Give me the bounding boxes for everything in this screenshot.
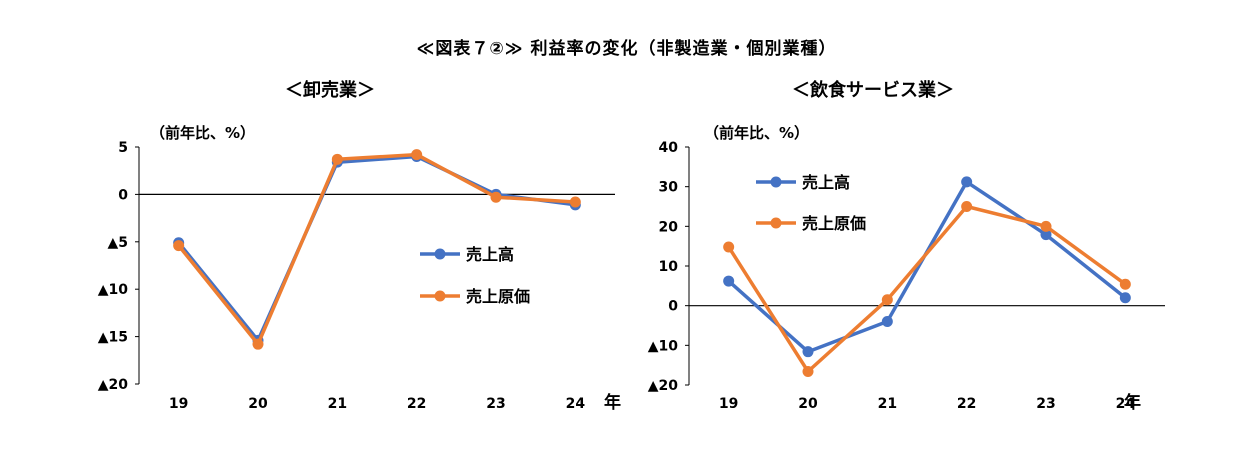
data-point-series-1 (723, 275, 735, 287)
y-tick-label: ▲20 (648, 378, 679, 394)
data-point-series-2 (490, 191, 502, 203)
y-tick-label: ▲10 (648, 338, 679, 354)
data-point-series-2 (252, 338, 264, 350)
data-point-series-2 (569, 196, 581, 208)
x-tick-label: 23 (1036, 396, 1055, 412)
data-point-series-2 (961, 201, 973, 212)
data-point-series-2 (881, 294, 893, 306)
x-tick-label: 20 (798, 396, 818, 412)
data-point-series-1 (802, 346, 814, 358)
legend-label-2: 売上原価 (802, 214, 866, 233)
y-tick-label: 0 (668, 299, 678, 315)
data-point-series-1 (961, 176, 973, 188)
series-line-1 (177, 154, 576, 343)
x-unit-label: 年 (1124, 392, 1141, 413)
data-point-series-1 (1040, 229, 1052, 241)
y-tick-label: 5 (118, 140, 128, 156)
data-point-series-1 (881, 316, 893, 328)
legend-label-1: 売上高 (466, 245, 514, 264)
data-point-series-2 (723, 241, 735, 253)
x-tick-label: 24 (566, 396, 586, 412)
x-tick-label: 21 (328, 396, 347, 412)
x-tick-label: 21 (878, 396, 897, 412)
y-unit-label: （前年比、%） (150, 124, 255, 142)
y-tick-label: ▲20 (98, 377, 129, 393)
right-chart-title: ＜飲食サービス業＞ (792, 80, 954, 101)
x-unit-label: 年 (604, 392, 621, 413)
legend-label-2: 売上原価 (466, 287, 530, 306)
y-tick-label: 30 (659, 180, 679, 196)
series-line-2 (177, 152, 576, 346)
x-tick-label: 23 (486, 396, 505, 412)
data-point-series-2 (331, 153, 343, 165)
y-tick-label: ▲5 (107, 235, 128, 251)
legend-marker-1 (434, 248, 446, 260)
y-tick-label: ▲15 (98, 330, 128, 346)
y-tick-label: 0 (118, 187, 128, 203)
data-point-series-2 (411, 149, 423, 161)
data-point-series-2 (1119, 278, 1131, 290)
legend-marker-2 (434, 290, 446, 302)
y-tick-label: 20 (659, 219, 679, 235)
y-tick-label: ▲10 (98, 282, 129, 298)
y-unit-label: （前年比、%） (704, 124, 809, 142)
legend-marker-1 (770, 176, 782, 188)
x-tick-label: 24 (1116, 396, 1136, 412)
x-tick-label: 22 (407, 396, 426, 412)
main-title: ≪図表７②≫ 利益率の変化（非製造業・個別業種） (416, 39, 837, 59)
y-tick-label: 40 (659, 140, 679, 156)
data-point-series-2 (173, 240, 185, 252)
x-tick-label: 19 (169, 396, 188, 412)
left-chart-title: ＜卸売業＞ (285, 80, 375, 101)
x-tick-label: 22 (957, 396, 976, 412)
food-service-line-chart: （前年比、%） 40 30 20 10 0 ▲10 ▲20 19 20 21 22 23 24年 売上高売上… (648, 124, 1165, 413)
y-tick-label: 10 (659, 259, 679, 275)
legend-label-1: 売上高 (802, 173, 850, 192)
series-line-2 (727, 204, 1127, 374)
data-point-series-1 (1119, 292, 1131, 304)
x-tick-label: 20 (248, 396, 268, 412)
series-line-1 (727, 180, 1127, 354)
data-point-series-2 (802, 366, 814, 378)
x-tick-label: 19 (719, 396, 738, 412)
data-point-series-2 (1040, 220, 1052, 232)
legend-marker-2 (770, 217, 782, 229)
